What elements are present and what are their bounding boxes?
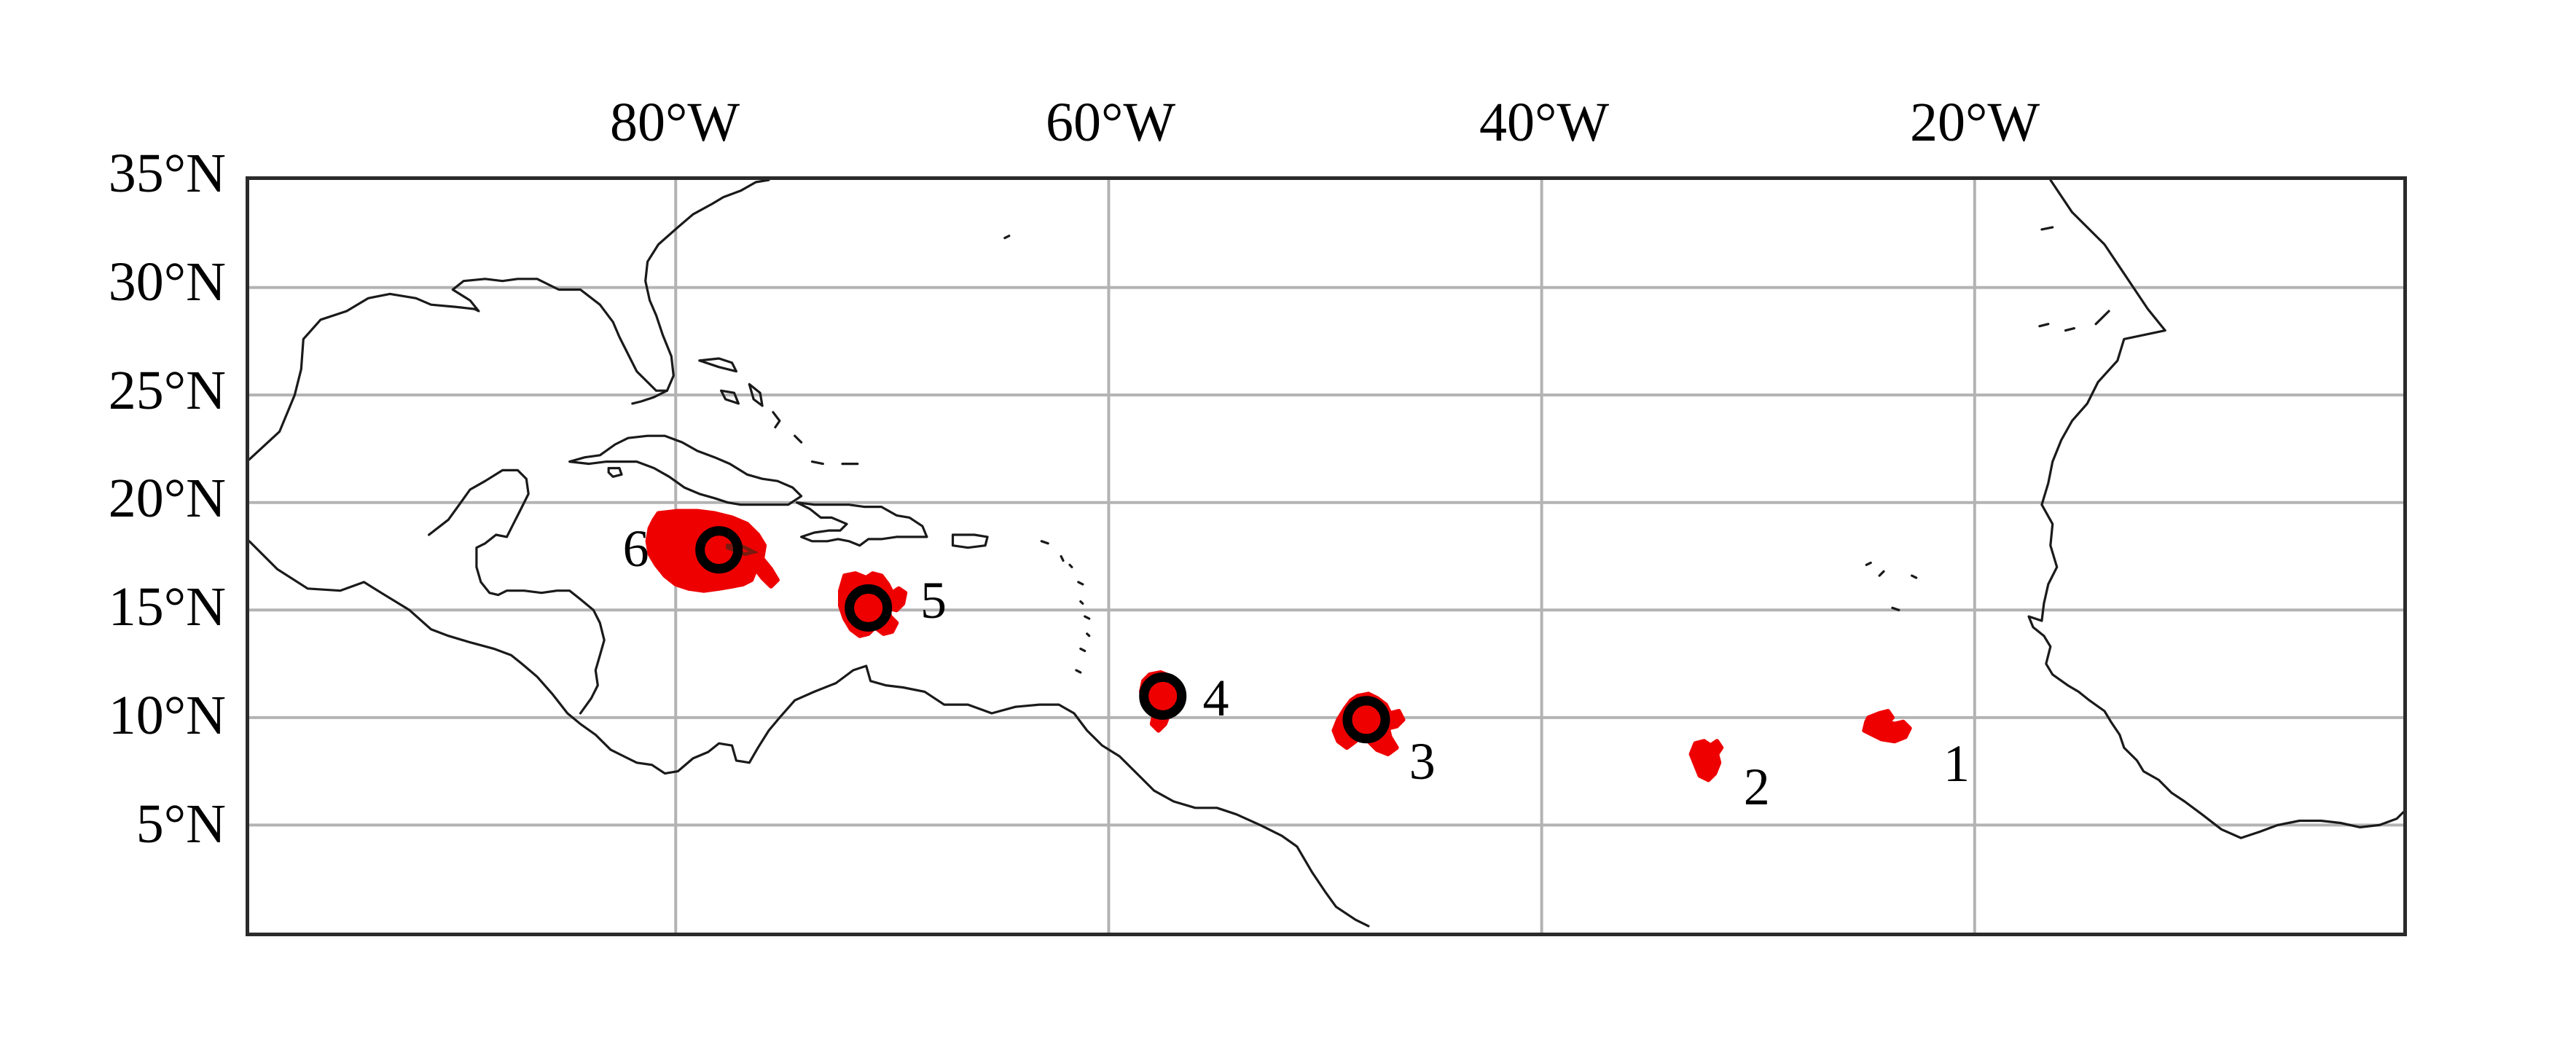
region-number-label-5: 5 [920, 571, 947, 630]
map-svg [249, 180, 2403, 933]
coastline-path [810, 460, 824, 466]
coastline-path [1060, 554, 1065, 562]
y-tick-label-5N: 5°N [136, 793, 226, 855]
coastline-path [1911, 574, 1918, 579]
coastline-path [568, 434, 803, 506]
red-region-1 [1862, 709, 1912, 744]
coastline-path [772, 411, 781, 428]
coastline-path [631, 389, 668, 405]
region-number-label-2: 2 [1743, 758, 1770, 817]
coastline-path [748, 383, 764, 407]
coastline-path [1075, 669, 1082, 674]
cyclone-markers-group [695, 526, 1390, 744]
y-tick-label-25N: 25°N [108, 360, 226, 421]
cyclone-marker-6 [695, 526, 743, 574]
y-tick-label-30N: 30°N [108, 251, 226, 313]
coastline-path [720, 389, 740, 405]
cyclone-marker-4 [1139, 672, 1187, 720]
coastline-path [428, 468, 606, 715]
coastline-path [1878, 570, 1885, 577]
coastline-path [1003, 235, 1011, 240]
x-tick-label-80W: 80°W [609, 92, 740, 153]
coastline-path [951, 533, 989, 549]
region-number-label-3: 3 [1409, 732, 1436, 791]
coastline-path [2064, 327, 2075, 332]
region-number-label-6: 6 [622, 519, 649, 578]
x-tick-label-60W: 60°W [1045, 92, 1176, 153]
coastlines-group [249, 180, 2403, 927]
coastline-path [1079, 600, 1084, 605]
coastline-path [2040, 226, 2054, 231]
coastline-path [249, 180, 770, 461]
coastline-path [1084, 615, 1091, 620]
y-tick-label-35N: 35°N [108, 143, 226, 204]
coastline-path [1086, 632, 1091, 638]
coastline-path [794, 434, 803, 444]
coastline-path [2038, 323, 2050, 328]
coastline-path [2027, 180, 2403, 839]
y-tick-label-10N: 10°N [108, 685, 226, 746]
region-number-label-1: 1 [1943, 734, 1970, 793]
cyclone-marker-5 [845, 584, 893, 632]
coastline-path [1040, 540, 1049, 545]
coastline-path [249, 540, 1370, 927]
x-tick-label-40W: 40°W [1479, 92, 1610, 153]
y-tick-label-15N: 15°N [108, 576, 226, 638]
coastline-path [1891, 606, 1900, 611]
cyclone-marker-3 [1342, 696, 1390, 744]
red-region-6 [645, 509, 780, 593]
region-number-label-4: 4 [1202, 669, 1229, 728]
red-region-2 [1688, 739, 1724, 783]
coastline-path [607, 466, 623, 478]
gridlines-group [249, 180, 2403, 933]
coastline-path [1079, 647, 1087, 652]
coastline-path [1068, 563, 1073, 568]
coastline-path [1865, 561, 1872, 566]
map-plot-area: 1 2 3 4 5 6 [246, 176, 2407, 936]
coastline-path [796, 501, 928, 547]
y-tick-label-20N: 20°N [108, 468, 226, 529]
coastline-path [1077, 581, 1084, 586]
coastline-path [2094, 310, 2110, 326]
x-tick-label-20W: 20°W [1909, 92, 2040, 153]
red-regions-group [645, 509, 1912, 783]
coastline-path [698, 357, 737, 373]
